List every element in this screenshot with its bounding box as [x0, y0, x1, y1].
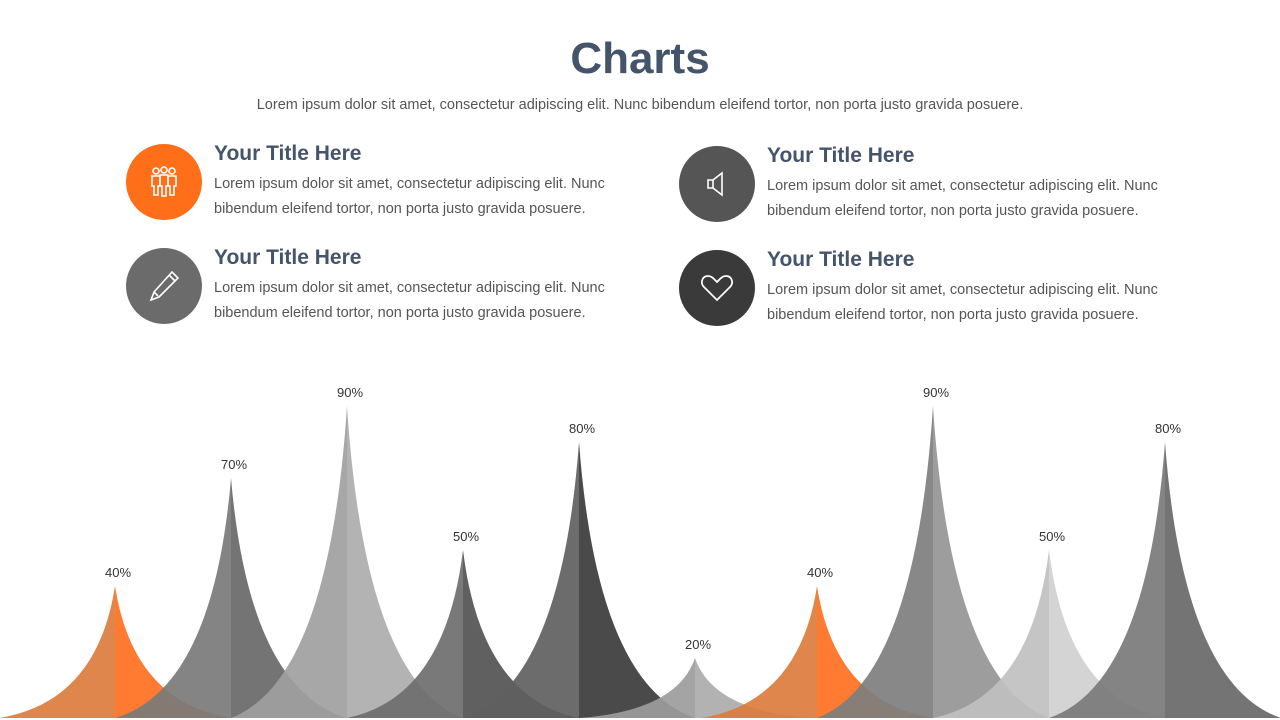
peak-5	[463, 442, 695, 718]
peak-right-face	[1165, 442, 1280, 718]
page-subtitle: Lorem ipsum dolor sit amet, consectetur …	[256, 97, 1024, 113]
people-icon	[126, 144, 202, 220]
item-text: Lorem ipsum dolor sit amet, consectetur …	[214, 280, 605, 321]
peak-2	[115, 478, 347, 718]
peak-6	[579, 658, 811, 718]
item-title: Your Title Here	[214, 246, 362, 269]
item-text: Lorem ipsum dolor sit amet, consectetur …	[767, 178, 1158, 219]
heart-icon	[679, 250, 755, 326]
item-title: Your Title Here	[767, 144, 915, 167]
peak-10	[1049, 442, 1280, 718]
peak-4	[347, 550, 579, 718]
peak-left-face	[933, 550, 1049, 718]
peak-left-face	[1049, 442, 1165, 718]
peak-right-face	[817, 586, 933, 718]
data-label: 20%	[685, 637, 711, 652]
peak-right-face	[115, 586, 231, 718]
peak-left-face	[347, 550, 463, 718]
data-label: 50%	[1039, 529, 1065, 544]
peak-right-face	[231, 478, 347, 718]
peak-right-face	[933, 406, 1049, 718]
data-label: 80%	[1155, 421, 1181, 436]
data-label: 90%	[337, 385, 363, 400]
item-title: Your Title Here	[767, 248, 915, 271]
peak-right-face	[695, 658, 811, 718]
peak-left-face	[579, 658, 695, 718]
peak-left-face	[701, 586, 817, 718]
page-title: Charts	[570, 34, 710, 83]
peak-right-face	[579, 442, 695, 718]
feature-item: Your Title Here Lorem ipsum dolor sit am…	[126, 142, 646, 224]
peak-right-face	[347, 406, 463, 718]
peak-7	[701, 586, 933, 718]
data-label: 90%	[923, 385, 949, 400]
peak-left-face	[817, 406, 933, 718]
peak-left-face	[115, 478, 231, 718]
peak-left-face	[231, 406, 347, 718]
item-text: Lorem ipsum dolor sit amet, consectetur …	[767, 282, 1158, 323]
data-label: 40%	[105, 565, 131, 580]
data-label: 70%	[221, 457, 247, 472]
peak-right-face	[1049, 550, 1165, 718]
peak-9	[933, 550, 1165, 718]
peak-left-face	[0, 586, 115, 718]
feature-item: Your Title Here Lorem ipsum dolor sit am…	[126, 246, 646, 328]
peak-1	[0, 586, 231, 718]
data-label: 40%	[807, 565, 833, 580]
peak-left-face	[463, 442, 579, 718]
peak-8	[817, 406, 1049, 718]
data-label: 80%	[569, 421, 595, 436]
peak-right-face	[463, 550, 579, 718]
item-title: Your Title Here	[214, 142, 362, 165]
feature-item: Your Title Here Lorem ipsum dolor sit am…	[679, 248, 1199, 330]
feature-item: Your Title Here Lorem ipsum dolor sit am…	[679, 144, 1199, 226]
peak-3	[231, 406, 463, 718]
pencil-icon	[126, 248, 202, 324]
data-label: 50%	[453, 529, 479, 544]
item-text: Lorem ipsum dolor sit amet, consectetur …	[214, 176, 605, 217]
speaker-icon	[679, 146, 755, 222]
